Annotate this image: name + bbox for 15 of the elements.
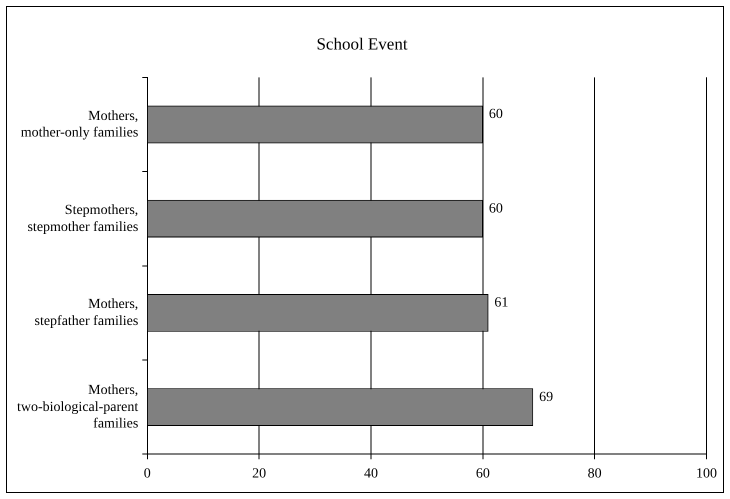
y-tick-label: Stepmothers, stepmother families: [27, 202, 138, 235]
x-tick-label: 80: [588, 466, 602, 482]
data-label: 69: [539, 390, 554, 405]
x-tick-label: 60: [476, 466, 490, 482]
data-label: 60: [488, 107, 503, 122]
data-label: 61: [494, 296, 508, 311]
x-tick-label: 40: [364, 466, 378, 482]
y-tick-label: Mothers, stepfather families: [34, 297, 138, 329]
chart-title: School Event: [316, 34, 408, 54]
x-tick-label: 100: [696, 466, 717, 482]
y-tick-label: Mothers, mother-only families: [20, 108, 138, 141]
data-label: 60: [488, 201, 503, 216]
x-tick-label: 0: [144, 466, 151, 482]
y-tick-label: Mothers, two-biological-parent families: [16, 382, 138, 432]
x-tick-label: 20: [252, 466, 266, 482]
